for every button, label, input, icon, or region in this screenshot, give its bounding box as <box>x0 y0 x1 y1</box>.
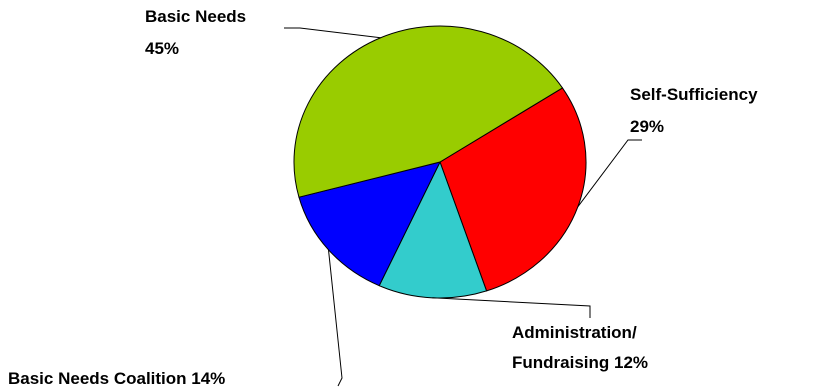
slice-labels: Self-Sufficiency 29% Administration/ Fun… <box>8 7 758 388</box>
pie-slice-self-sufficiency <box>439 87 587 292</box>
label-basic-needs-line1: Basic Needs <box>145 7 246 26</box>
pie-slice-administration-fundraising <box>378 160 488 299</box>
label-self-sufficiency-line1: Self-Sufficiency <box>630 85 758 104</box>
label-self-sufficiency-line2: 29% <box>630 117 664 136</box>
pie-slice-basic-needs-coalition <box>298 161 441 287</box>
label-basic-needs-coalition: Basic Needs Coalition 14% <box>8 369 225 388</box>
label-administration-line2: Fundraising 12% <box>512 353 648 372</box>
leader-line-basic-needs <box>284 27 381 39</box>
leader-line-self-sufficiency <box>577 139 642 208</box>
label-administration-line1: Administration/ <box>512 323 637 342</box>
leader-line-administration-fundraising <box>432 297 591 318</box>
leader-line-basic-needs-coalition <box>328 249 343 387</box>
pie-slices <box>293 25 587 299</box>
label-basic-needs-line2: 45% <box>145 39 179 58</box>
leader-lines <box>284 27 642 387</box>
